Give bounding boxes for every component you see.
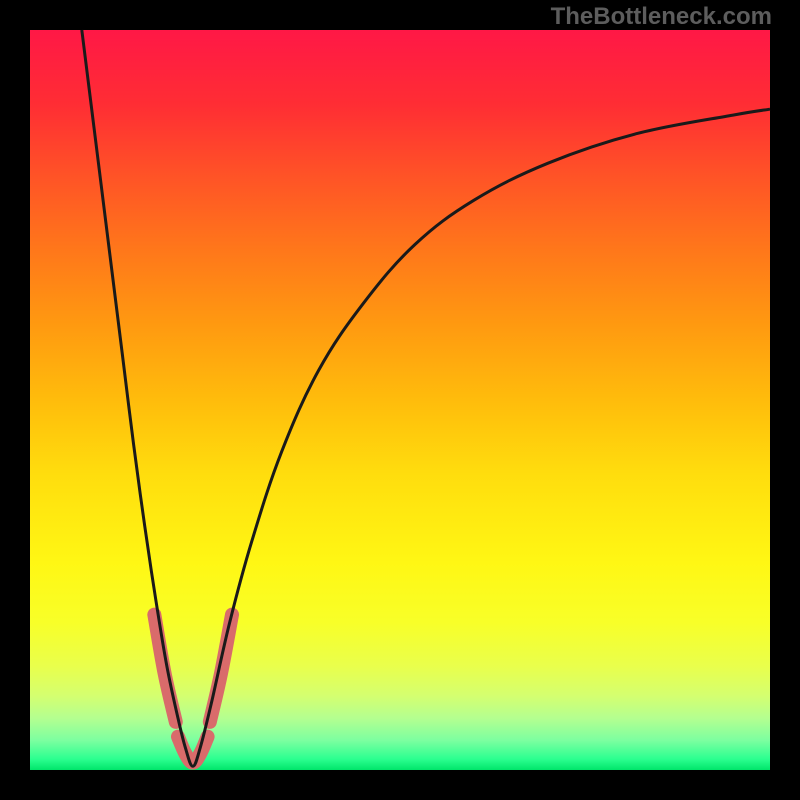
curve-layer (0, 0, 800, 800)
highlight-marker-left (154, 615, 175, 722)
watermark-text: TheBottleneck.com (551, 3, 772, 31)
figure-root: TheBottleneck.com (0, 0, 800, 800)
bottleneck-curve (82, 30, 770, 766)
